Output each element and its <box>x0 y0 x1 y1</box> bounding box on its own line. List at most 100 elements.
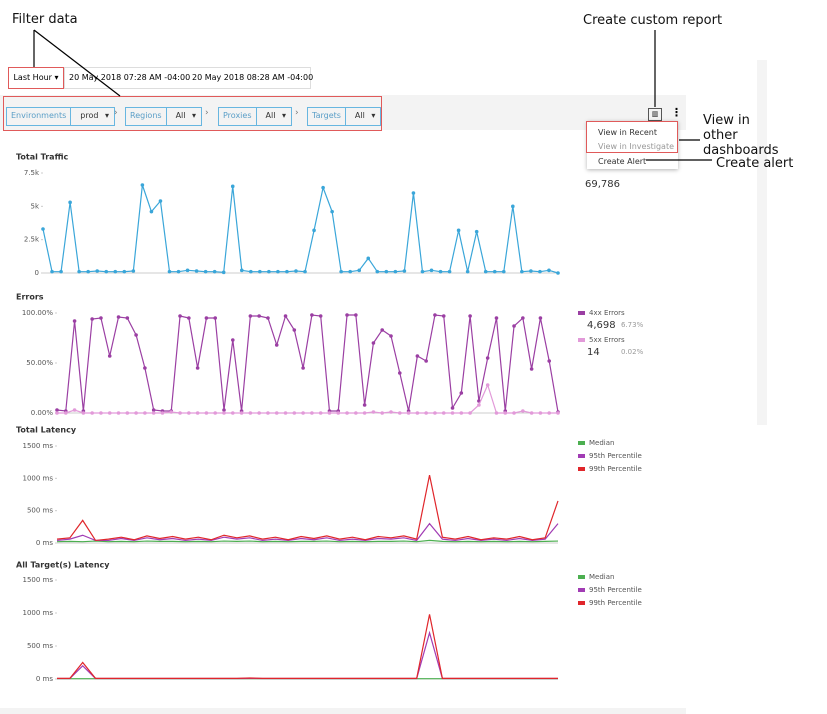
point <box>134 411 138 415</box>
point <box>59 269 63 274</box>
point <box>301 411 305 415</box>
point <box>512 324 516 328</box>
point <box>160 411 165 415</box>
point <box>477 403 481 407</box>
point <box>77 269 81 274</box>
point <box>450 411 455 415</box>
point <box>406 409 411 413</box>
point <box>292 411 297 415</box>
point <box>345 313 349 317</box>
point <box>354 411 358 415</box>
point <box>116 315 121 319</box>
series-line <box>57 630 558 680</box>
point <box>529 269 533 273</box>
point <box>292 328 297 332</box>
point <box>222 408 226 412</box>
annotation: Filter data <box>12 12 78 27</box>
point <box>438 269 443 274</box>
point <box>336 411 341 415</box>
point <box>203 269 208 274</box>
series-line <box>57 614 558 679</box>
range-text: Last Hour <box>13 73 52 82</box>
filter-label: Targets <box>312 111 341 120</box>
point <box>283 314 288 318</box>
end-date: 20 May 2018 08:28 AM -04:00 <box>192 73 314 82</box>
point <box>283 411 288 415</box>
point <box>327 411 332 415</box>
filter-label: Environments <box>11 111 67 120</box>
point <box>330 209 334 214</box>
point <box>222 411 226 415</box>
legend-label: 99th Percentile <box>589 599 642 607</box>
point <box>389 334 393 338</box>
series-line <box>42 184 559 274</box>
point <box>538 411 543 415</box>
point <box>456 228 461 233</box>
y-tick-label: 2.5k <box>24 236 40 244</box>
point <box>441 411 446 415</box>
point <box>415 354 420 358</box>
point <box>239 268 244 273</box>
point <box>538 316 543 320</box>
legend-total: 4,698 <box>587 320 616 331</box>
range-select[interactable]: Last Hour ▾ <box>8 67 64 89</box>
point <box>257 314 261 318</box>
point <box>371 341 376 345</box>
menu-item[interactable]: View in Investigate <box>598 142 675 151</box>
point <box>529 367 534 371</box>
point <box>131 269 136 273</box>
legend-swatch <box>578 338 585 342</box>
more-icon[interactable]: ⋮ <box>671 106 682 119</box>
point <box>459 391 464 395</box>
filter[interactable]: Proxies All ▾ <box>218 107 292 126</box>
legend-swatch <box>578 601 585 605</box>
legend-label: 5xx Errors <box>589 336 625 344</box>
point <box>72 408 77 412</box>
point <box>50 269 54 274</box>
point <box>257 411 261 415</box>
report-icon[interactable]: ▥ <box>648 108 662 121</box>
menu-item[interactable]: Create Alert <box>598 157 647 166</box>
point <box>345 411 349 415</box>
point <box>160 409 165 413</box>
point <box>176 269 181 274</box>
y-tick-label: 0.00% <box>31 409 54 417</box>
point <box>411 191 416 195</box>
point <box>195 366 200 370</box>
point <box>63 411 68 415</box>
point <box>310 313 314 317</box>
filter[interactable]: Regions All ▾ <box>125 107 203 126</box>
point <box>151 408 156 412</box>
annotation: View in other dashboards <box>703 113 779 158</box>
legend-swatch <box>578 467 585 471</box>
legend-swatch <box>578 575 585 579</box>
filter[interactable]: Environments prod ▾ <box>6 107 115 126</box>
point <box>195 411 200 415</box>
footer-bar <box>0 708 686 714</box>
side-panel <box>757 60 767 425</box>
point <box>318 314 323 318</box>
menu <box>587 121 678 169</box>
filter-label: Regions <box>130 111 162 120</box>
filter[interactable]: Targets All ▾ <box>307 107 382 126</box>
point <box>556 410 560 414</box>
point <box>339 269 343 274</box>
point <box>380 328 385 332</box>
legend-label: 95th Percentile <box>589 452 642 460</box>
point <box>68 200 72 205</box>
point <box>406 411 411 415</box>
point <box>230 411 235 415</box>
menu-item[interactable]: View in Recent <box>598 128 658 137</box>
point <box>433 411 437 415</box>
point <box>151 411 156 415</box>
point <box>380 411 385 415</box>
point <box>310 411 314 415</box>
legend-share: 0.02% <box>621 348 644 356</box>
point <box>294 269 298 273</box>
point <box>547 359 552 363</box>
point <box>266 316 270 320</box>
series-line <box>56 539 559 543</box>
chart-title: Total Traffic <box>16 153 68 162</box>
point <box>239 409 244 413</box>
point <box>362 411 367 415</box>
